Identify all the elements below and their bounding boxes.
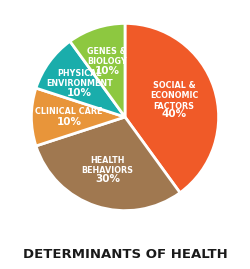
Text: SOCIAL &
ECONOMIC
FACTORS: SOCIAL & ECONOMIC FACTORS (150, 82, 198, 111)
Text: 10%: 10% (67, 88, 92, 98)
Text: 40%: 40% (162, 109, 186, 119)
Text: 10%: 10% (94, 66, 120, 76)
Text: PHYSICAL
ENVIRONMENT: PHYSICAL ENVIRONMENT (46, 69, 113, 89)
Wedge shape (70, 23, 125, 117)
Wedge shape (125, 23, 218, 193)
Wedge shape (32, 88, 125, 146)
Text: 30%: 30% (95, 175, 120, 185)
Text: CLINICAL CARE: CLINICAL CARE (35, 107, 102, 116)
Text: GENES &
BIOLOGY: GENES & BIOLOGY (87, 47, 127, 66)
Wedge shape (36, 117, 180, 211)
Text: 10%: 10% (56, 117, 81, 127)
Text: DETERMINANTS OF HEALTH: DETERMINANTS OF HEALTH (22, 248, 228, 261)
Wedge shape (36, 41, 125, 117)
Text: HEALTH
BEHAVIORS: HEALTH BEHAVIORS (82, 156, 134, 175)
